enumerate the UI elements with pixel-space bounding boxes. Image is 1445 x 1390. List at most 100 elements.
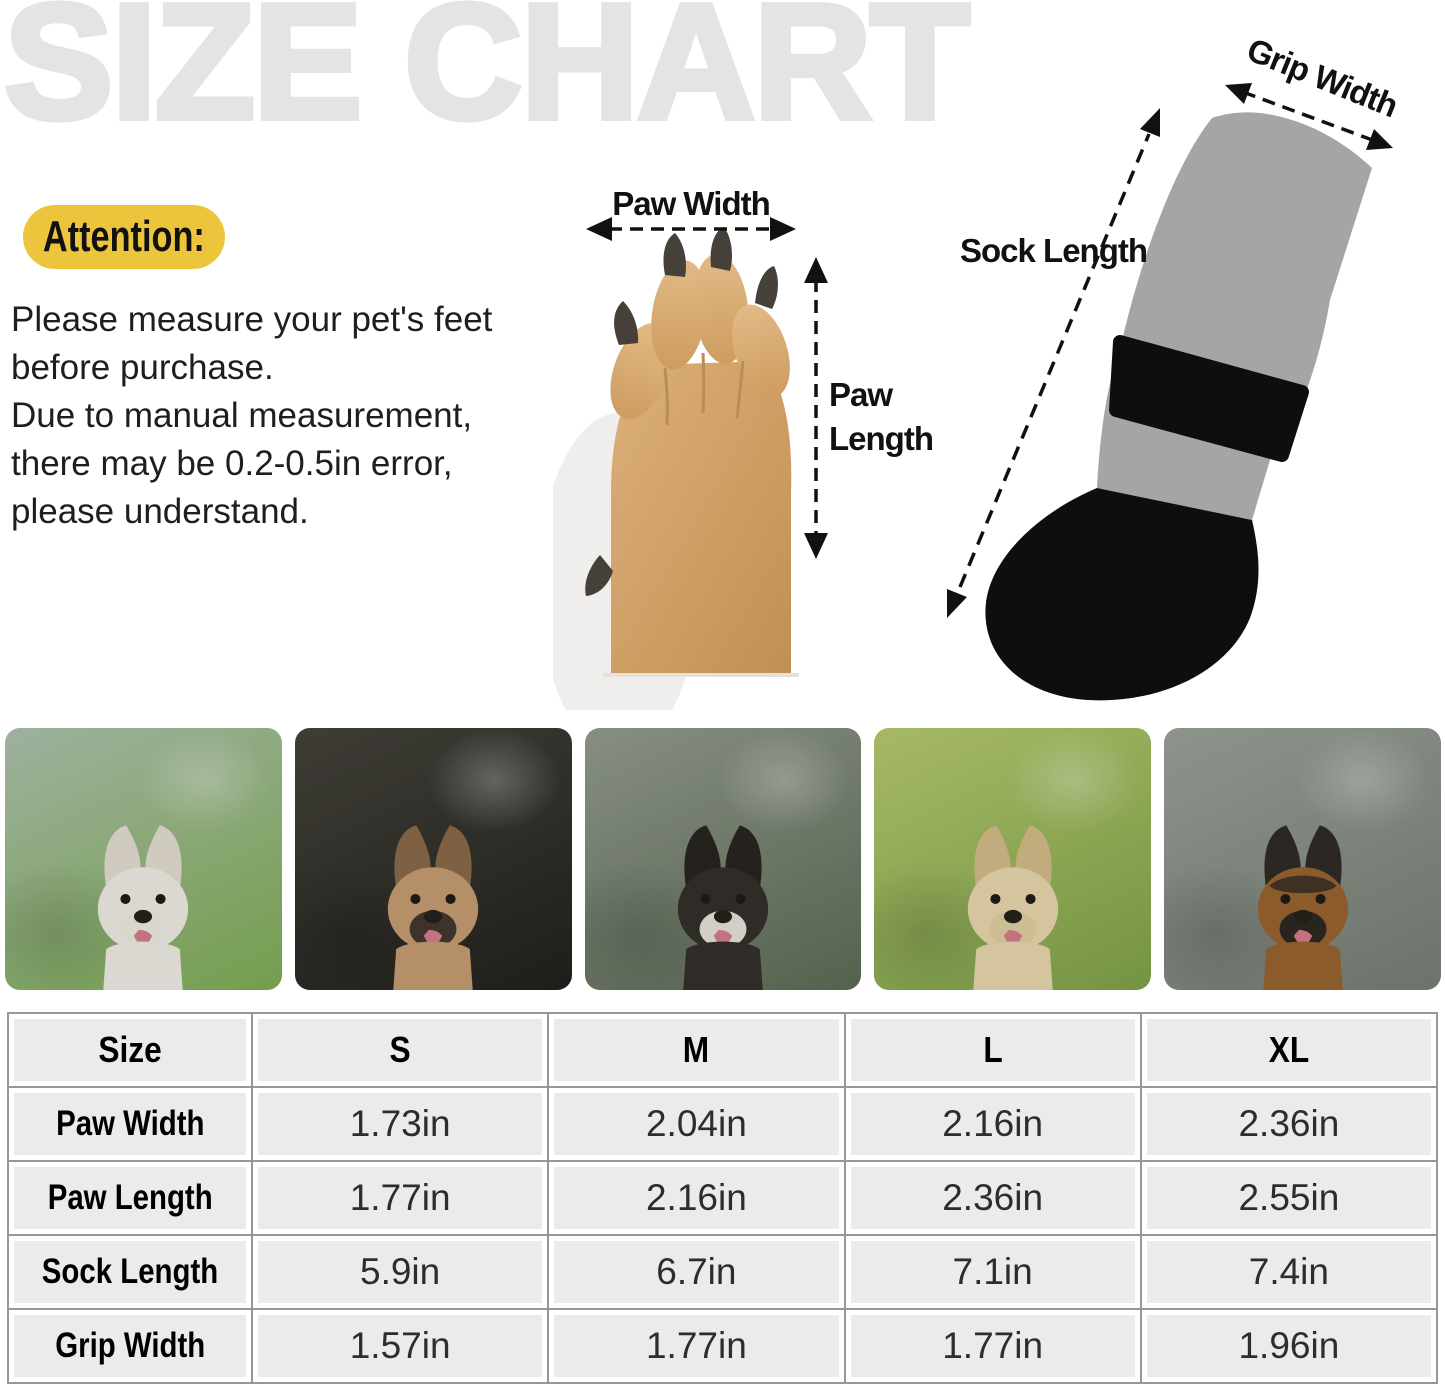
dog-paw-photo <box>585 227 799 677</box>
dog-eye <box>735 893 746 904</box>
photo-dim-overlay <box>584 728 862 990</box>
sock-tube <box>1097 112 1372 521</box>
table-row-grip-width: Grip Width 1.57in 1.77in 1.77in 1.96in <box>7 1308 1439 1384</box>
dog-face-illustration <box>677 825 769 990</box>
dog-nose-icon <box>1293 909 1312 924</box>
dog-chest <box>103 941 184 990</box>
sock-measurement-diagram: Sock Length Grip Width <box>947 31 1403 701</box>
table-row-paw-length: Paw Length 1.77in 2.16in 2.36in 2.55in <box>7 1160 1439 1236</box>
dog-eye <box>445 893 456 904</box>
cell-value: 1.77in <box>942 1325 1044 1366</box>
dog-face-illustration <box>1257 825 1348 990</box>
photo-dim-overlay <box>874 728 1152 990</box>
paw-length-label: Paw <box>829 376 893 413</box>
col-header-m: M <box>683 1029 710 1070</box>
cell-value: 2.04in <box>645 1103 747 1144</box>
note-line: Due to manual measurement, <box>11 396 473 435</box>
photo-dim-overlay <box>5 728 282 990</box>
attention-label: Attention: <box>42 212 206 261</box>
note-line: please understand. <box>11 492 309 531</box>
paw-length-label: Length <box>829 420 933 457</box>
dog-muzzle <box>409 910 457 948</box>
dog-chest <box>683 941 763 990</box>
cell-value: 2.16in <box>942 1103 1044 1144</box>
table-row-paw-width: Paw Width 1.73in 2.04in 2.16in 2.36in <box>7 1086 1439 1162</box>
dog-nose-icon <box>424 909 443 924</box>
row-label: Grip Width <box>55 1326 205 1365</box>
dog-eye <box>410 893 421 904</box>
dog-muzzle <box>119 910 167 948</box>
dog-eye <box>1279 893 1291 904</box>
dog-mask <box>689 875 757 894</box>
cell-value: 5.9in <box>360 1251 441 1292</box>
col-header-xl: XL <box>1268 1029 1310 1070</box>
dog-mask <box>109 875 177 894</box>
paw-measurement-diagram: Paw Width Paw Length <box>553 185 934 710</box>
cell-value: 2.55in <box>1238 1177 1340 1218</box>
cell-value: 7.1in <box>952 1251 1033 1292</box>
paw-width-label: Paw Width <box>612 185 770 222</box>
paw-length-arrow <box>804 257 828 559</box>
cell-value: 1.57in <box>349 1325 451 1366</box>
dog-photo-2 <box>294 728 572 990</box>
row-label: Sock Length <box>41 1252 219 1291</box>
row-label: Paw Width <box>55 1104 205 1143</box>
col-header-l: L <box>982 1029 1003 1070</box>
note-line: before purchase. <box>11 348 274 387</box>
sock-strap-band <box>1109 335 1309 462</box>
dog-nose-icon <box>1003 909 1022 924</box>
cell-value: 7.4in <box>1248 1251 1329 1292</box>
dog-eye <box>1315 893 1326 904</box>
dog-nose-icon <box>713 909 733 924</box>
dog-photo-1 <box>5 728 282 990</box>
dog-eye <box>120 893 131 904</box>
col-header-size: Size <box>98 1029 162 1070</box>
dog-face-illustration <box>967 825 1058 990</box>
dog-eye <box>1025 893 1036 904</box>
dog-eye <box>155 893 166 904</box>
cell-value: 1.77in <box>645 1325 747 1366</box>
dog-chest <box>973 941 1053 990</box>
paw-width-arrow <box>586 217 796 241</box>
size-table-grid: Size S M L XL Paw Width 1.73in 2.04in 2.… <box>7 1012 1439 1384</box>
photo-dim-overlay <box>294 728 572 990</box>
cell-value: 2.16in <box>645 1177 747 1218</box>
row-label: Paw Length <box>47 1178 213 1217</box>
dog-muzzle <box>699 910 747 948</box>
dog-mask <box>399 875 467 894</box>
cell-value: 6.7in <box>656 1251 737 1292</box>
dog-photo-row <box>5 728 1441 990</box>
dog-muzzle <box>989 910 1037 948</box>
grip-width-arrow <box>1225 83 1393 150</box>
table-row-sock-length: Sock Length 5.9in 6.7in 7.1in 7.4in <box>7 1234 1439 1310</box>
dog-photo-4 <box>874 728 1152 990</box>
cell-value: 2.36in <box>1238 1103 1340 1144</box>
dog-eye <box>700 893 711 904</box>
photo-dim-overlay <box>1164 728 1441 990</box>
dog-chest <box>1262 941 1343 990</box>
dog-muzzle <box>1279 910 1326 948</box>
measure-note: Please measure your pet's feet before pu… <box>11 296 611 536</box>
page-title: SIZE CHART <box>1 0 973 153</box>
dog-photo-5 <box>1164 728 1441 990</box>
note-line: there may be 0.2-0.5in error, <box>11 444 453 483</box>
cell-value: 1.96in <box>1238 1325 1340 1366</box>
cell-value: 2.36in <box>942 1177 1044 1218</box>
table-header-row: Size S M L XL <box>7 1012 1439 1088</box>
dog-mask <box>979 875 1047 894</box>
dog-face-illustration <box>98 825 189 990</box>
dog-photo-3 <box>584 728 862 990</box>
dog-chest <box>393 941 473 990</box>
dog-eye <box>990 893 1001 904</box>
dog-mask <box>1269 875 1337 894</box>
grip-width-label: Grip Width <box>1242 31 1403 125</box>
sock-foot <box>985 488 1259 701</box>
paw-claws <box>585 227 778 596</box>
dog-nose-icon <box>134 909 153 924</box>
note-line: Please measure your pet's feet <box>11 300 493 339</box>
col-header-s: S <box>389 1029 411 1070</box>
cell-value: 1.77in <box>349 1177 451 1218</box>
sock-length-label: Sock Length <box>960 232 1147 269</box>
size-table: Size S M L XL Paw Width 1.73in 2.04in 2.… <box>7 1012 1439 1384</box>
